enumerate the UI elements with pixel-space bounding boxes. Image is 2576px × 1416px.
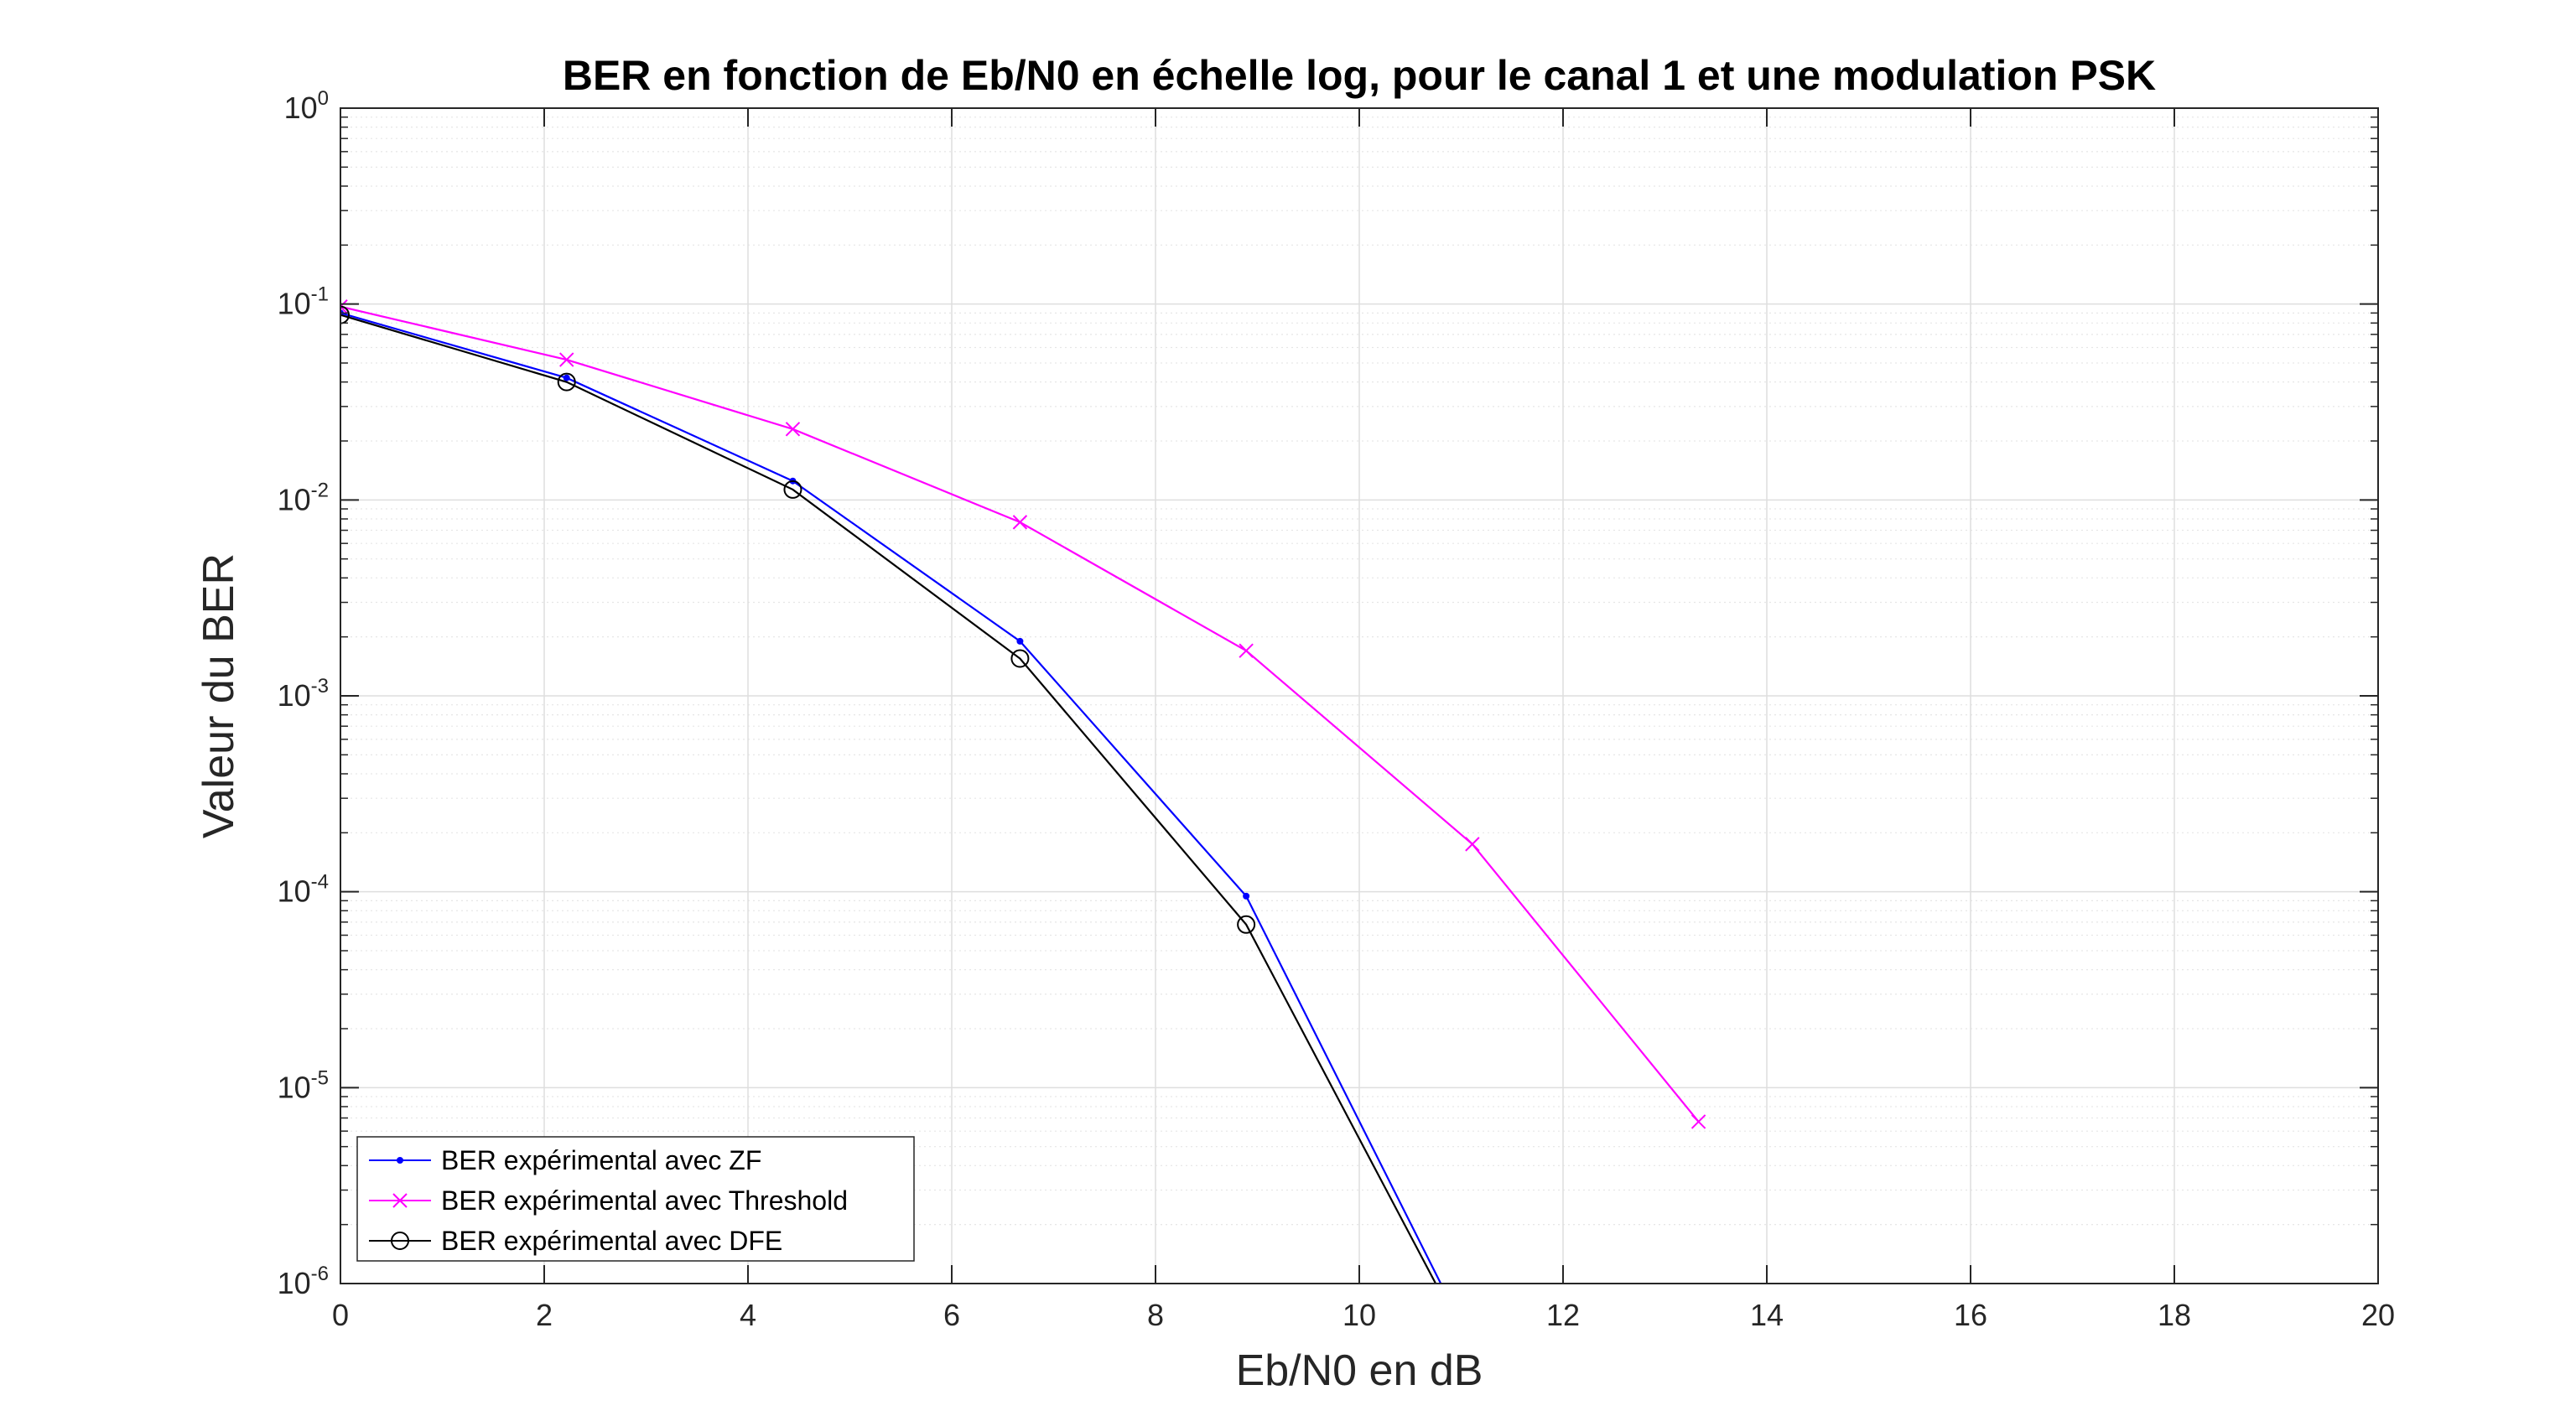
series-point [1012, 515, 1028, 530]
x-tick-label: 8 [1147, 1298, 1164, 1332]
legend-item: BER expérimental avec Threshold [369, 1185, 848, 1216]
series-point [1690, 1114, 1706, 1129]
legend-label: BER expérimental avec ZF [441, 1145, 761, 1175]
x-tick-label: 20 [2361, 1298, 2395, 1332]
series-point [559, 352, 574, 367]
y-tick-exponent: 0 [318, 87, 329, 110]
series-layer [340, 299, 1706, 1284]
y-tick-exponent: -1 [311, 283, 329, 306]
y-tick-exponent: -4 [311, 871, 329, 894]
x-axis-label: Eb/N0 en dB [1236, 1346, 1483, 1395]
series-line [340, 312, 1442, 1284]
y-tick-exponent: -5 [311, 1066, 329, 1089]
series-point [1243, 892, 1250, 900]
series-line [340, 314, 1437, 1284]
x-tick-label: 10 [1343, 1298, 1376, 1332]
legend-item: BER expérimental avec ZF [369, 1145, 761, 1175]
legend-label: BER expérimental avec DFE [441, 1226, 782, 1256]
y-tick-exponent: -6 [311, 1263, 329, 1285]
x-tick-label: 2 [536, 1298, 553, 1332]
series-point [340, 299, 348, 314]
series-2 [340, 305, 1437, 1284]
legend-item: BER expérimental avec DFE [369, 1226, 782, 1256]
series-point [785, 422, 801, 437]
ticks [340, 107, 2379, 1284]
x-tick-label: 4 [740, 1298, 756, 1332]
legend-marker [391, 1232, 409, 1250]
x-tick-label: 12 [1546, 1298, 1580, 1332]
y-tick-label: 10-2 [278, 479, 329, 516]
chart-title: BER en fonction de Eb/N0 en échelle log,… [563, 52, 2156, 99]
x-tick-label: 14 [1750, 1298, 1784, 1332]
legend-box [356, 1136, 915, 1262]
x-tick-label: 0 [332, 1298, 349, 1332]
x-tick-label: 16 [1954, 1298, 1987, 1332]
legend: BER expérimental avec ZF BER expérimental… [356, 1136, 915, 1262]
series-point [1010, 649, 1030, 668]
series-point [557, 372, 576, 392]
x-tick-label: 6 [943, 1298, 960, 1332]
series-point [783, 480, 802, 499]
y-tick-exponent: -2 [311, 479, 329, 501]
legend-marker [397, 1157, 403, 1164]
series-point [1237, 915, 1256, 934]
y-axis-label: Valeur du BER [195, 553, 243, 838]
x-tick-labels: 0 2 4 6 8 10 12 14 16 18 20 [332, 1298, 2395, 1332]
series-point [1239, 643, 1254, 658]
legend-label: BER expérimental avec Threshold [441, 1185, 848, 1216]
series-point [340, 305, 350, 324]
series-point [563, 374, 570, 381]
series-1 [340, 299, 1706, 1129]
x-tick-label: 18 [2158, 1298, 2191, 1332]
series-point [1016, 637, 1024, 645]
y-tick-exponent: -3 [311, 675, 329, 698]
y-tick-label: 100 [284, 87, 329, 125]
series-point [1465, 837, 1480, 852]
legend-marker [392, 1193, 408, 1208]
